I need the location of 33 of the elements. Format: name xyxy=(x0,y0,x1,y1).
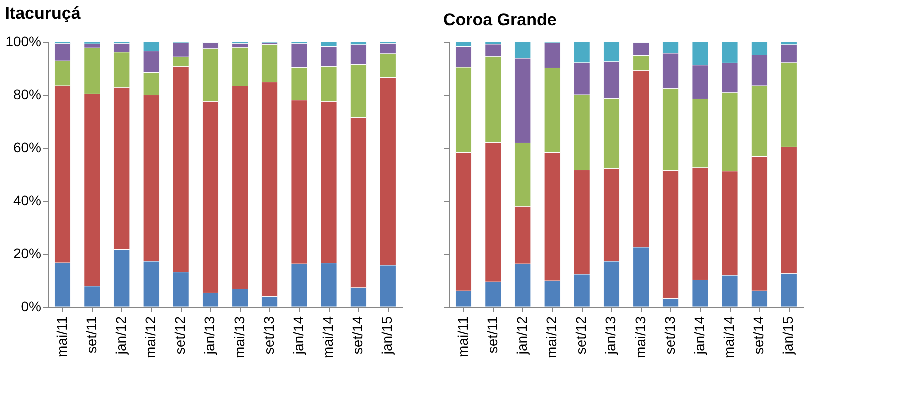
x-tick-label: jan/13 xyxy=(202,316,218,356)
x-tick-label: mai/11 xyxy=(454,316,471,358)
x-tick-label: set/11 xyxy=(484,316,500,354)
x-tick-label: jan/13 xyxy=(602,316,619,356)
x-tick-label: jan/12 xyxy=(514,316,530,356)
x-tick-label: jan/14 xyxy=(691,316,708,356)
y-tick-label: 80% xyxy=(13,86,42,102)
x-tick-label: jan/14 xyxy=(290,316,306,356)
x-tick-label: jan/15 xyxy=(379,316,396,356)
x-tick-label: mai/11 xyxy=(54,316,70,358)
y-tick-label: 60% xyxy=(13,140,42,156)
y-tick-label: 20% xyxy=(13,246,42,262)
chart-title: Itacuruçá xyxy=(5,4,82,23)
x-tick-label: set/12 xyxy=(172,316,188,355)
x-tick-label: jan/15 xyxy=(780,316,796,356)
chart-title: Coroa Grande xyxy=(444,10,557,30)
bar xyxy=(84,42,101,44)
x-tick-label: set/14 xyxy=(750,316,767,355)
x-tick-label: mai/12 xyxy=(544,316,560,359)
x-tick-label: jan/12 xyxy=(112,316,129,356)
x-tick-label: set/11 xyxy=(83,316,100,354)
x-tick-label: mai/12 xyxy=(142,316,159,359)
y-tick-label: 0% xyxy=(21,298,42,314)
x-tick-label: mai/14 xyxy=(320,316,336,359)
x-tick-label: mai/13 xyxy=(231,316,248,359)
x-tick-label: set/14 xyxy=(350,316,366,355)
x-tick-label: set/12 xyxy=(573,316,590,355)
y-tick-label: 100% xyxy=(6,34,42,50)
x-tick-label: mai/13 xyxy=(632,316,648,359)
x-tick-label: set/13 xyxy=(662,316,678,355)
y-tick-label: 40% xyxy=(13,192,42,208)
x-tick-label: set/13 xyxy=(260,316,277,355)
x-tick-label: mai/14 xyxy=(721,316,738,359)
